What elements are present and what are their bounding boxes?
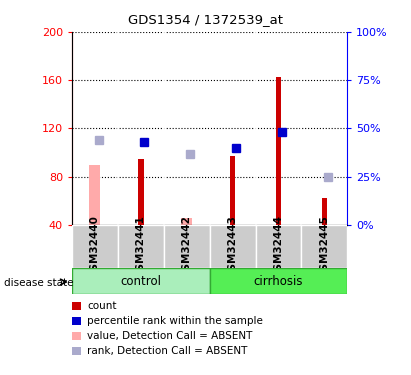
Bar bbox=[301, 225, 347, 268]
Text: GSM32443: GSM32443 bbox=[228, 215, 238, 278]
Bar bbox=[210, 268, 347, 294]
Bar bbox=[181, 218, 192, 225]
Text: percentile rank within the sample: percentile rank within the sample bbox=[87, 316, 263, 326]
Bar bbox=[164, 225, 210, 268]
Bar bbox=[138, 159, 143, 225]
Text: count: count bbox=[87, 301, 117, 310]
Text: control: control bbox=[120, 275, 161, 288]
Bar bbox=[321, 198, 327, 225]
Text: GSM32441: GSM32441 bbox=[136, 215, 146, 278]
Bar bbox=[118, 225, 164, 268]
Text: GDS1354 / 1372539_at: GDS1354 / 1372539_at bbox=[128, 13, 283, 26]
Bar bbox=[89, 165, 100, 225]
Bar bbox=[230, 156, 236, 225]
Text: value, Detection Call = ABSENT: value, Detection Call = ABSENT bbox=[87, 331, 252, 340]
Text: rank, Detection Call = ABSENT: rank, Detection Call = ABSENT bbox=[87, 346, 247, 355]
Bar bbox=[210, 225, 256, 268]
Text: GSM32444: GSM32444 bbox=[273, 215, 284, 278]
Text: GSM32442: GSM32442 bbox=[182, 215, 192, 278]
Bar bbox=[276, 76, 281, 225]
Text: cirrhosis: cirrhosis bbox=[254, 275, 303, 288]
Bar bbox=[72, 225, 118, 268]
Bar bbox=[256, 225, 301, 268]
Text: GSM32440: GSM32440 bbox=[90, 215, 100, 278]
Bar bbox=[72, 268, 210, 294]
Text: disease state: disease state bbox=[4, 278, 74, 288]
Text: GSM32445: GSM32445 bbox=[319, 215, 329, 278]
